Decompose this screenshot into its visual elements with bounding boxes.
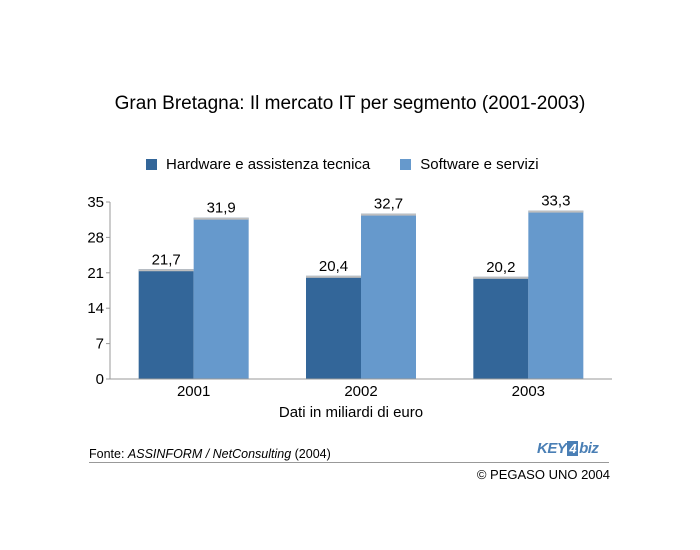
x-tick-label: 2003 xyxy=(512,383,545,400)
key4biz-logo: KEY 4 biz xyxy=(537,440,599,457)
chart-title: Gran Bretagna: Il mercato IT per segment… xyxy=(114,93,586,114)
bar-chart: 0 7 14 21 28 35 21,7 31,9 2001 20,4 32,7 2002 20,2 33… xyxy=(87,193,612,421)
bar xyxy=(361,213,416,379)
x-axis-title: Dati in miliardi di euro xyxy=(279,404,423,421)
source-note: Fonte: ASSINFORM / NetConsulting (2004) xyxy=(89,447,331,461)
source-year: (2004) xyxy=(291,447,331,461)
y-tick-label: 14 xyxy=(87,300,104,317)
bar-top-edge xyxy=(361,213,416,216)
bar-top-edge xyxy=(138,269,194,272)
legend-item-hardware: Hardware e assistenza tecnica xyxy=(146,156,370,173)
y-tick-label: 28 xyxy=(87,229,104,246)
y-tick-label: 21 xyxy=(87,265,104,282)
legend-swatch-hardware xyxy=(146,159,157,170)
bar-value-label: 31,9 xyxy=(207,200,236,217)
copyright: © PEGASO UNO 2004 xyxy=(476,467,610,482)
logo-text-left: KEY xyxy=(537,440,567,457)
bar xyxy=(193,217,249,379)
source-prefix: Fonte: xyxy=(89,447,128,461)
logo-text-right: biz xyxy=(579,440,599,457)
logo-text-mid: 4 xyxy=(567,441,579,456)
legend-swatch-software xyxy=(400,159,412,170)
bar-value-label: 33,3 xyxy=(541,193,570,210)
legend-label-software: Software e servizi xyxy=(420,156,539,173)
legend-label-hardware: Hardware e assistenza tecnica xyxy=(166,156,371,173)
source-name: ASSINFORM / NetConsulting xyxy=(127,447,292,461)
bar-top-edge xyxy=(528,210,584,213)
bar xyxy=(306,275,361,379)
bar xyxy=(528,210,584,379)
bar-value-label: 20,4 xyxy=(319,258,348,275)
bar-top-edge xyxy=(193,217,249,220)
bar-top-edge xyxy=(306,275,361,278)
bar xyxy=(138,269,194,379)
x-tick-label: 2002 xyxy=(344,383,377,400)
bar-value-label: 32,7 xyxy=(374,196,403,213)
chart-legend: Hardware e assistenza tecnica Software e… xyxy=(146,156,569,173)
bar-top-edge xyxy=(473,276,529,279)
bar-value-label: 20,2 xyxy=(486,259,515,276)
y-tick-label: 7 xyxy=(96,336,104,353)
legend-item-software: Software e servizi xyxy=(400,156,539,173)
x-tick-label: 2001 xyxy=(177,383,210,400)
y-tick-label: 35 xyxy=(87,194,104,211)
bar-value-label: 21,7 xyxy=(152,251,181,268)
y-tick-label: 0 xyxy=(96,371,104,388)
footer-divider xyxy=(89,462,609,463)
bar xyxy=(473,276,529,379)
